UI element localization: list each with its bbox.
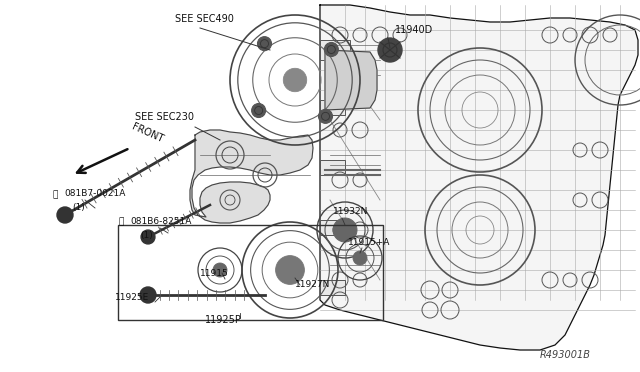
Circle shape [378, 38, 402, 62]
Text: 11915+A: 11915+A [348, 238, 390, 247]
Text: SEE SEC230: SEE SEC230 [135, 112, 194, 122]
Polygon shape [320, 5, 638, 350]
Bar [320, 280, 345, 295]
Text: FRONT: FRONT [130, 121, 164, 144]
Text: 11925E: 11925E [115, 293, 149, 302]
Text: 11932N: 11932N [333, 207, 369, 216]
Text: Ⓐ: Ⓐ [52, 190, 58, 199]
Polygon shape [325, 50, 377, 110]
Circle shape [284, 68, 307, 92]
Text: 11925P: 11925P [205, 315, 242, 325]
Bar [320, 100, 345, 115]
Text: R493001B: R493001B [540, 350, 591, 360]
Circle shape [333, 218, 357, 242]
Circle shape [324, 42, 339, 57]
Text: 081B7-0021A: 081B7-0021A [64, 189, 125, 198]
Circle shape [276, 256, 305, 285]
Bar [118, 225, 383, 320]
Bar [320, 220, 345, 235]
Circle shape [353, 251, 367, 265]
Text: 081B6-8251A: 081B6-8251A [130, 217, 191, 226]
Circle shape [213, 263, 227, 277]
Circle shape [257, 37, 271, 51]
Text: 11940D: 11940D [395, 25, 433, 35]
Circle shape [57, 207, 73, 223]
Polygon shape [190, 130, 313, 223]
Circle shape [140, 287, 156, 303]
Circle shape [319, 109, 333, 124]
Bar [320, 160, 345, 175]
Bar [320, 40, 350, 60]
Text: 11915: 11915 [200, 269, 228, 278]
Text: (1): (1) [72, 203, 84, 212]
Text: (1): (1) [140, 231, 153, 240]
Circle shape [141, 230, 155, 244]
Text: Ⓑ: Ⓑ [118, 217, 124, 226]
Text: SEE SEC490: SEE SEC490 [175, 14, 234, 24]
Text: 11927N: 11927N [295, 280, 330, 289]
Circle shape [252, 103, 266, 118]
